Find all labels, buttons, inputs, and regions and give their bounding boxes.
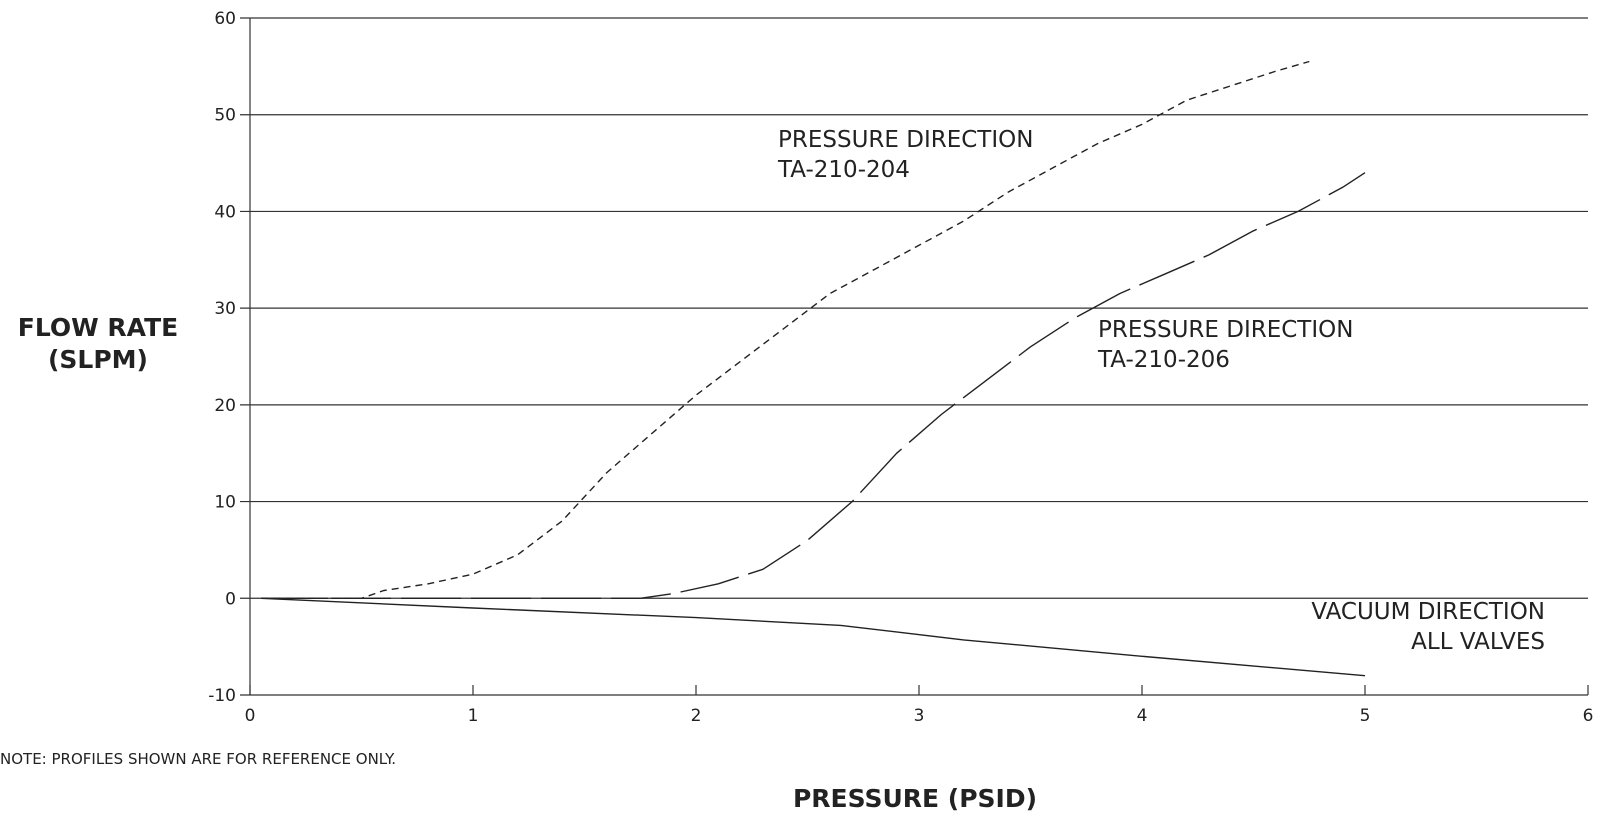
series-line-ta-210-204: [261, 60, 1310, 599]
series-line-vacuum: [261, 597, 1366, 677]
axis-layer: -10 0 10 20 30 40 50 60 0 1 2 3 4 5 6: [208, 9, 1593, 726]
grid-layer: [240, 17, 1588, 696]
series-layer: [261, 60, 1366, 677]
y-axis-title: FLOW RATE (SLPM): [8, 312, 188, 376]
y-tick-label: -10: [208, 686, 236, 706]
x-tick-label: 2: [691, 706, 702, 726]
y-tick-label: 60: [214, 9, 236, 29]
y-axis-title-line2: (SLPM): [48, 345, 148, 374]
x-tick-label: 6: [1583, 706, 1594, 726]
y-tick-label: 10: [214, 493, 236, 513]
series-label-ta-210-204-line1: PRESSURE DIRECTION: [778, 127, 1033, 153]
series-label-ta-210-204-line2: TA-210-204: [777, 157, 910, 183]
y-tick-label: 50: [214, 106, 236, 126]
x-tick-label: 3: [914, 706, 925, 726]
x-tick-label: 5: [1360, 706, 1371, 726]
y-axis-title-line1: FLOW RATE: [17, 313, 179, 342]
series-label-vacuum-line2: ALL VALVES: [1411, 629, 1545, 655]
series-label-ta-210-206-line1: PRESSURE DIRECTION: [1098, 317, 1353, 343]
reference-note: NOTE: PROFILES SHOWN ARE FOR REFERENCE O…: [0, 750, 397, 768]
y-tick-label: 30: [214, 299, 236, 319]
y-tick-label: 40: [214, 202, 236, 222]
x-axis-title: PRESSURE (PSID): [792, 784, 1038, 813]
y-tick-label: 0: [225, 589, 236, 609]
series-label-vacuum-line1: VACUUM DIRECTION: [1311, 599, 1545, 625]
x-tick-label: 4: [1137, 706, 1148, 726]
x-tick-label: 0: [245, 706, 256, 726]
series-line-ta-210-206: [261, 172, 1366, 599]
series-label-ta-210-206-line2: TA-210-206: [1097, 347, 1230, 373]
x-tick-label: 1: [468, 706, 479, 726]
y-tick-label: 20: [214, 396, 236, 416]
annotation-layer: PRESSURE DIRECTION TA-210-204 PRESSURE D…: [777, 127, 1545, 655]
